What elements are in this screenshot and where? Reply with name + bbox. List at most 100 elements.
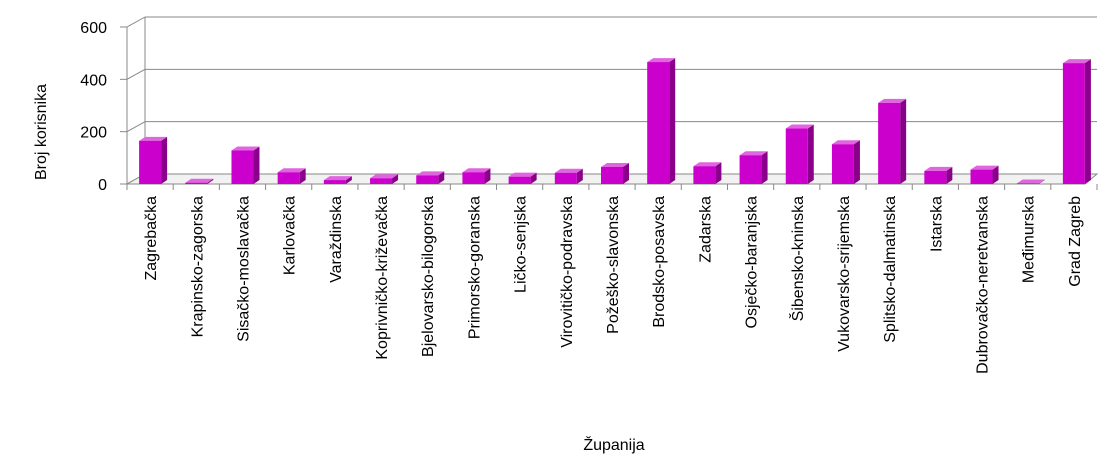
bar-side <box>392 174 399 184</box>
y-tick-label: 400 <box>80 72 107 89</box>
bar <box>785 124 814 184</box>
x-category-label: Bjelovarsko-bilogorska <box>420 196 437 357</box>
bar <box>831 140 860 184</box>
bar-side <box>207 178 214 184</box>
bar-side <box>853 140 860 184</box>
x-category-label: Brodsko-posavska <box>651 196 668 328</box>
y-axis-title: Broj korisnika <box>33 84 50 180</box>
x-category-label: Zagrebačka <box>143 196 160 281</box>
bar-top <box>277 168 306 173</box>
x-category-label: Krapinsko-zagorska <box>189 196 206 338</box>
x-axis-categories: Zagrebačka Krapinsko-zagorska Sisačko-mosl… <box>143 196 1084 374</box>
bar <box>508 172 537 184</box>
y-tick-label: 600 <box>80 20 107 37</box>
bar-top <box>508 172 537 177</box>
y-axis-ticks: 0 200 400 600 <box>80 20 107 194</box>
bar-front <box>554 172 577 184</box>
x-category-label: Karlovačka <box>282 196 299 275</box>
x-category-label: Koprivničko-križevačka <box>374 196 391 360</box>
bar-top <box>601 162 629 167</box>
bar-front <box>739 155 762 184</box>
y-tick-label: 0 <box>98 177 107 194</box>
bar-side <box>761 151 768 184</box>
bar-top <box>785 124 814 129</box>
x-category-label: Varaždinska <box>328 196 345 283</box>
x-category-label: Ličko-senjska <box>513 196 530 293</box>
gridline-connector <box>126 16 146 28</box>
bar-side <box>438 171 445 184</box>
bar-top <box>462 168 491 173</box>
bar <box>924 166 953 184</box>
bar-front <box>508 176 531 184</box>
bar <box>370 174 399 184</box>
bar-side <box>484 168 491 184</box>
bar-front <box>1016 183 1039 184</box>
x-category-label: Požeško-slavonska <box>605 196 622 334</box>
bar-front <box>416 175 439 184</box>
x-category-label: Sisačko-moslavačka <box>235 196 252 342</box>
bar-side <box>299 168 306 184</box>
bar <box>185 178 214 184</box>
x-category-label: Splitsko-dalmatinska <box>882 196 899 343</box>
bar-front <box>185 182 208 184</box>
bar-side <box>576 168 583 184</box>
bar-front <box>970 169 993 184</box>
bar-front <box>924 170 947 184</box>
bar-top <box>831 140 860 145</box>
bar-side <box>992 165 999 184</box>
bar-front <box>601 166 623 184</box>
bar-top <box>185 178 214 183</box>
x-category-label: Primorsko-goranska <box>466 196 483 339</box>
bar-front <box>1062 63 1085 184</box>
bar-top <box>370 174 399 179</box>
bar-side <box>669 58 676 184</box>
bar-side <box>161 136 168 184</box>
bar-front <box>139 140 162 184</box>
x-category-label: Istarska <box>928 196 945 252</box>
x-axis-title: Županija <box>583 435 644 454</box>
bar-side <box>715 162 722 184</box>
bar-front <box>231 150 254 184</box>
bar <box>323 176 352 184</box>
bar-side <box>345 176 352 184</box>
bar-top <box>878 98 907 103</box>
bar-top <box>231 146 260 151</box>
bar-side <box>1038 179 1045 184</box>
bar <box>647 58 676 184</box>
x-category-label: Grad Zagreb <box>1067 196 1084 287</box>
bar <box>739 151 768 184</box>
bar-top <box>1016 179 1045 184</box>
bar-front <box>462 172 485 184</box>
bar-top <box>1062 59 1091 64</box>
bar-side <box>1084 59 1091 184</box>
bar-side <box>623 162 629 184</box>
bar-side <box>946 166 953 184</box>
grid-layer <box>120 16 1097 185</box>
gridline-connector <box>126 121 146 133</box>
x-category-label: Šibensko-kninska <box>788 196 807 322</box>
x-category-label: Zadarska <box>697 196 714 263</box>
x-category-label: Osječko-baranjska <box>744 196 761 329</box>
y-tick-label: 200 <box>80 125 107 142</box>
bar-top <box>554 168 583 173</box>
bar <box>693 162 722 184</box>
bar-front <box>693 166 716 184</box>
bar <box>601 162 629 184</box>
bar <box>277 168 306 184</box>
bar-top <box>323 176 352 181</box>
bar-side <box>900 98 907 184</box>
bar-front <box>277 172 300 184</box>
bar-side <box>530 172 537 184</box>
bar <box>462 168 491 184</box>
bars-layer <box>139 58 1091 184</box>
bar <box>1062 59 1091 184</box>
bar <box>554 168 583 184</box>
bar-front <box>878 102 901 184</box>
bar-front <box>647 62 670 184</box>
bar <box>231 146 260 184</box>
bar <box>416 171 445 184</box>
bar-side <box>253 146 260 184</box>
bar-top <box>416 171 445 176</box>
gridline-connector <box>126 68 146 80</box>
